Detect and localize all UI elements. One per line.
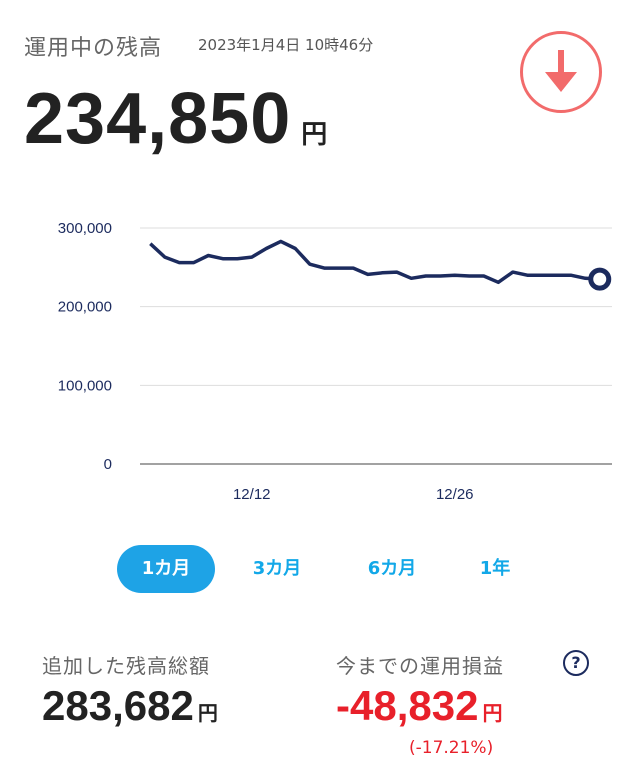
balance-line-chart: 300,000 200,000 100,000 0 12/12 12/26 <box>58 220 612 503</box>
y-tick-label: 100,000 <box>58 377 112 394</box>
x-tick-label: 12/12 <box>233 486 271 503</box>
balance-display: 234,850 円 <box>24 78 327 160</box>
timestamp: 2023年1月4日 10時46分 <box>198 36 374 54</box>
arrow-down-icon <box>545 50 577 92</box>
y-tick-label: 200,000 <box>58 299 112 316</box>
profit-currency: 円 <box>482 701 503 725</box>
profit-amount: -48,832 <box>336 682 479 729</box>
added-total-amount: 283,682 <box>42 682 194 729</box>
y-tick-label: 0 <box>104 456 112 473</box>
balance-currency: 円 <box>301 120 328 150</box>
profit-percent: (-17.21%) <box>409 738 494 758</box>
balance-series-line <box>149 239 600 285</box>
profit-value: -48,832 円 <box>336 682 502 730</box>
help-icon[interactable]: ? <box>563 650 589 676</box>
download-button[interactable] <box>520 31 602 113</box>
balance-amount: 234,850 <box>24 79 292 159</box>
balance-title: 運用中の残高 <box>24 36 163 61</box>
tab-3-months[interactable]: 3カ月 <box>252 558 302 579</box>
latest-value-marker <box>588 267 612 291</box>
tab-6-months[interactable]: 6カ月 <box>367 558 417 579</box>
tab-1-month[interactable]: 1カ月 <box>117 545 215 593</box>
tab-1-year[interactable]: 1年 <box>479 558 511 579</box>
added-total-value: 283,682 円 <box>42 682 218 730</box>
x-tick-label: 12/26 <box>436 486 474 503</box>
y-tick-label: 300,000 <box>58 220 112 237</box>
profit-label: 今までの運用損益 <box>336 654 504 678</box>
added-total-label: 追加した残高総額 <box>42 654 210 678</box>
added-total-currency: 円 <box>197 701 218 725</box>
period-tabs: 1カ月 3カ月 6カ月 1年 <box>0 545 637 593</box>
